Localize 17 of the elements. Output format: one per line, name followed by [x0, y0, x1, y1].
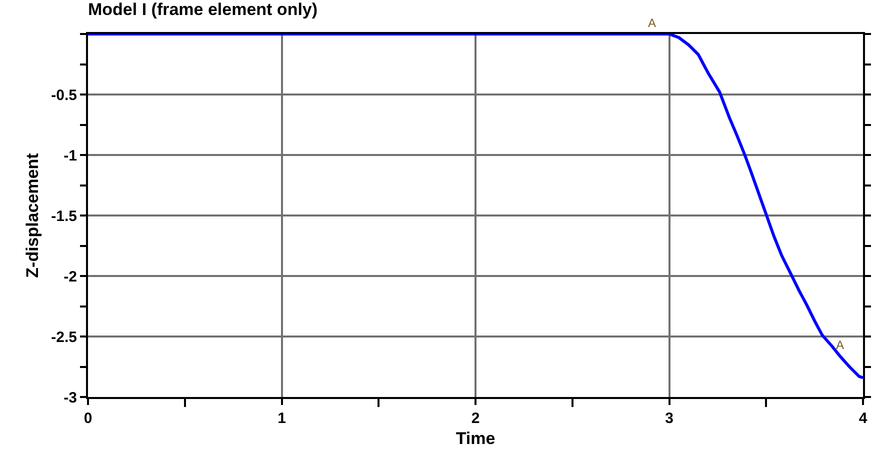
annotation: A [836, 338, 844, 352]
x-tick-label: 2 [471, 410, 480, 427]
x-tick-label: 4 [858, 410, 868, 427]
y-axis-title: Z-displacement [23, 152, 42, 278]
x-axis-title: Time [456, 428, 496, 448]
y-tick-label: -1.5 [51, 208, 77, 225]
x-tick-label: 3 [665, 410, 674, 427]
y-tick-label: -1 [64, 147, 77, 164]
chart-title: Model I (frame element only) [88, 0, 318, 19]
y-tick-label: -0.5 [51, 86, 77, 104]
y-tick-label: -3 [64, 389, 77, 406]
x-tick-label: 0 [84, 410, 92, 427]
y-tick-label: -2 [64, 268, 77, 286]
annotation: A [648, 16, 656, 30]
x-tick-label: 1 [278, 410, 286, 427]
line-series [88, 34, 863, 380]
y-tick-label: -2.5 [51, 328, 77, 346]
